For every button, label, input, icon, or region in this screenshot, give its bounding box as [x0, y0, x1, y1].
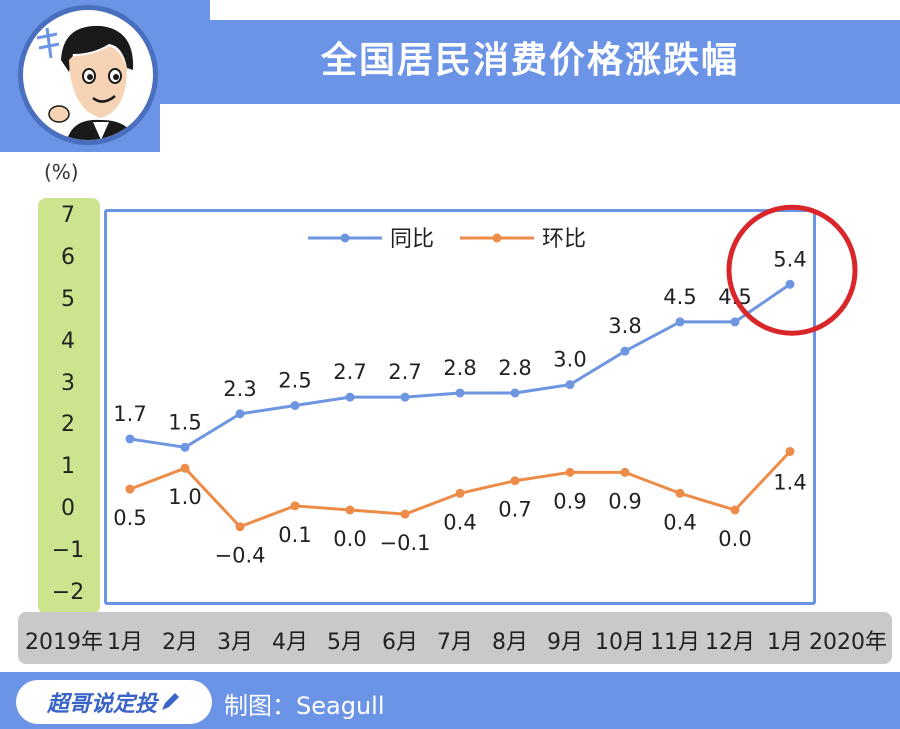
- y-tick-label: 0: [61, 496, 75, 521]
- data-label: 0.9: [608, 489, 641, 513]
- data-point: [620, 467, 630, 477]
- y-tick-label: 7: [61, 203, 75, 229]
- data-point: [400, 392, 410, 402]
- brand-name: 超哥说定投: [46, 692, 157, 717]
- data-label: 1.5: [168, 410, 201, 434]
- data-point: [785, 446, 795, 456]
- data-label: 2.7: [333, 360, 366, 384]
- legend-label: 同比: [390, 227, 434, 252]
- data-label: 2.5: [278, 369, 311, 393]
- data-point: [180, 463, 190, 473]
- pen-icon: [162, 693, 179, 710]
- data-point: [675, 488, 685, 498]
- data-point: [510, 388, 520, 398]
- data-point: [510, 476, 520, 486]
- y-tick-label: −1: [51, 537, 85, 563]
- x-tick-label: 5月: [327, 630, 363, 655]
- x-tick-label: 1月: [107, 630, 143, 655]
- data-point: [125, 434, 135, 444]
- data-point: [455, 488, 465, 498]
- data-label: 3.0: [553, 348, 586, 372]
- data-label: 0.4: [443, 510, 476, 534]
- x-tick-label: 6月: [382, 630, 418, 655]
- data-point: [180, 442, 190, 452]
- data-label: 0.4: [663, 510, 696, 534]
- x-axis-year-end: 2020年: [809, 630, 887, 655]
- data-point: [565, 380, 575, 390]
- data-label: 5.4: [773, 247, 806, 271]
- data-label: 0.7: [498, 498, 531, 522]
- data-point: [675, 317, 685, 327]
- data-label: 0.1: [278, 523, 311, 547]
- data-label: 1.7: [113, 402, 146, 426]
- data-label: −0.1: [380, 531, 431, 555]
- data-label: 4.5: [663, 285, 696, 309]
- brand-badge: 超哥说定投: [16, 680, 212, 724]
- data-point: [565, 467, 575, 477]
- y-tick-label: −2: [51, 579, 85, 605]
- y-tick-label: 6: [61, 245, 75, 271]
- x-axis-year-start: 2019年: [25, 630, 103, 655]
- data-label: 2.3: [223, 377, 256, 401]
- data-point: [730, 505, 740, 515]
- y-tick-label: 2: [61, 412, 75, 438]
- x-axis-strip: [18, 612, 892, 664]
- header-cutout: [160, 104, 900, 152]
- legend-marker: [492, 233, 502, 243]
- data-label: 0.0: [718, 527, 751, 551]
- x-tick-label: 9月: [547, 630, 583, 655]
- data-label: −0.4: [215, 544, 266, 568]
- highlight-circle: [726, 204, 858, 336]
- data-point: [730, 317, 740, 327]
- data-point: [455, 388, 465, 398]
- data-point: [400, 509, 410, 519]
- y-unit-label: (%): [44, 160, 79, 184]
- data-label: 1.0: [168, 485, 201, 509]
- x-tick-label: 2月: [162, 630, 198, 655]
- data-point: [235, 409, 245, 419]
- legend-marker: [340, 233, 350, 243]
- data-label: 0.0: [333, 527, 366, 551]
- data-point: [125, 484, 135, 494]
- page-title: 全国居民消费价格涨跌幅: [320, 40, 739, 81]
- x-tick-label: 11月: [650, 630, 700, 655]
- x-tick-label: 4月: [272, 630, 308, 655]
- data-label: 0.5: [113, 506, 146, 530]
- data-point: [235, 522, 245, 532]
- y-axis-strip: [38, 198, 100, 614]
- data-point: [620, 346, 630, 356]
- data-label: 1.4: [773, 470, 806, 494]
- y-tick-label: 4: [61, 328, 75, 354]
- x-tick-label: 3月: [217, 630, 253, 655]
- data-point: [785, 279, 795, 289]
- x-tick-label: 8月: [492, 630, 528, 655]
- x-tick-label: 1月: [767, 630, 803, 655]
- y-tick-label: 1: [61, 454, 75, 480]
- plot-frame: [104, 209, 816, 605]
- cartoon-face-icon: [36, 25, 135, 140]
- y-tick-label: 5: [61, 287, 75, 312]
- data-point: [345, 505, 355, 515]
- data-label: 0.9: [553, 489, 586, 513]
- data-point: [290, 401, 300, 410]
- y-tick-label: 3: [61, 370, 75, 396]
- data-point: [290, 501, 300, 511]
- x-tick-label: 10月: [595, 630, 645, 655]
- data-label: 3.8: [608, 314, 641, 338]
- cartoon-avatar: [18, 5, 158, 145]
- data-label: 2.8: [443, 356, 476, 380]
- data-point: [345, 392, 355, 402]
- data-label: 2.7: [388, 360, 421, 384]
- legend-label: 环比: [542, 227, 586, 252]
- data-label: 2.8: [498, 356, 531, 380]
- chart-credit: 制图：Seagull: [224, 692, 385, 720]
- x-tick-label: 12月: [705, 630, 755, 655]
- x-tick-label: 7月: [437, 630, 473, 655]
